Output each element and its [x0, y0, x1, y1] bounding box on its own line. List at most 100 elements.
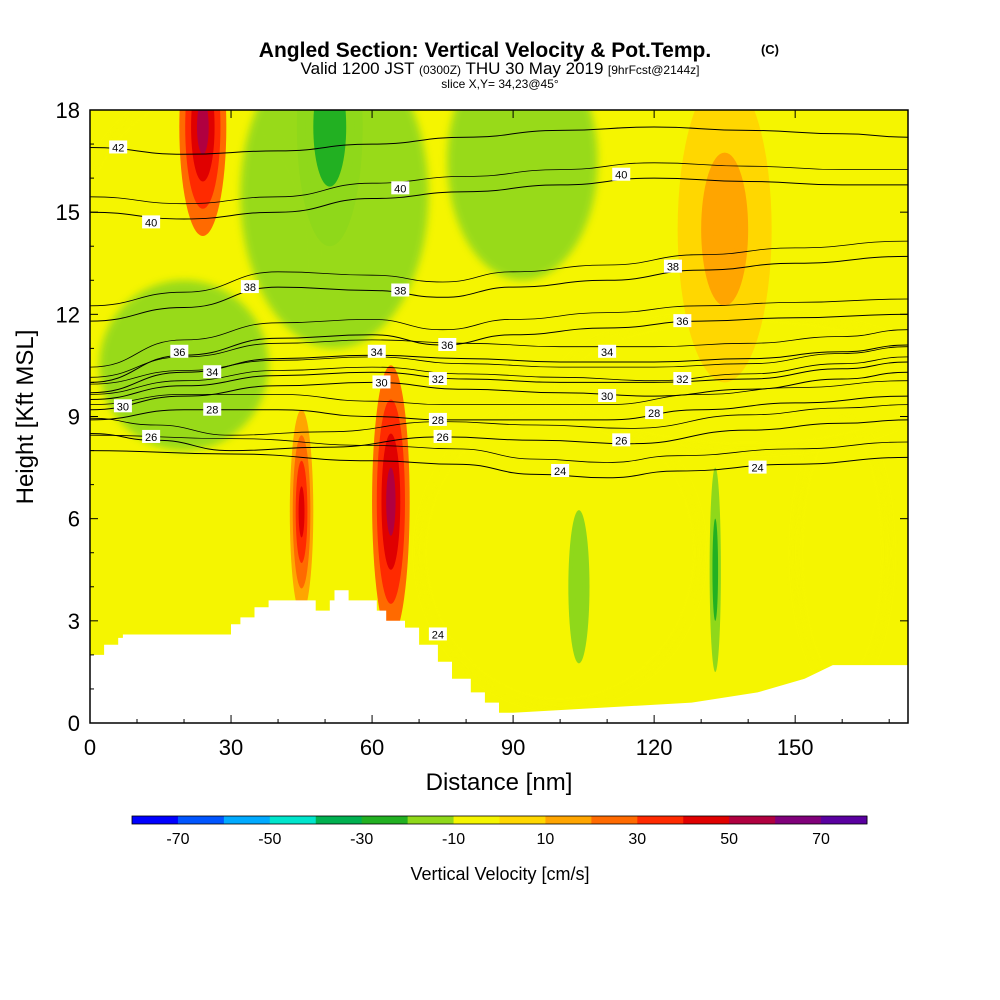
- theta-contour-label: 36: [673, 314, 692, 328]
- x-tick-label: 120: [636, 735, 673, 760]
- contour-label-text: 40: [145, 217, 157, 229]
- theta-contour-minor: [90, 240, 908, 307]
- contour-label-text: 38: [667, 262, 679, 274]
- contour-label-bg: [240, 280, 259, 294]
- contour-label-bg: [372, 375, 391, 389]
- plot-area: 24 24 24 26 26 26 28 28 28 30 30 30 32 32 34 34 34 36 36 36…: [90, 110, 908, 723]
- theta-contour-label: 26: [433, 429, 452, 444]
- theta-contour-minor: [90, 434, 908, 463]
- velocity-feature: [575, 561, 583, 613]
- colorbar-tick-label: -10: [442, 831, 465, 848]
- contour-label-text: 38: [394, 285, 406, 297]
- contour-label-bg: [428, 412, 447, 426]
- contour-label-bg: [391, 181, 410, 195]
- theta-contour-30: [90, 371, 908, 411]
- velocity-feature: [321, 110, 338, 157]
- theta-contour-label: 24: [428, 627, 447, 641]
- chart-title-mark: (C): [761, 42, 779, 57]
- x-axis-label: Distance [nm]: [426, 769, 573, 796]
- colorbar-tick-label: 70: [812, 831, 830, 848]
- theta-contour-label: 28: [203, 402, 222, 417]
- theta-contour-label: 34: [598, 344, 617, 359]
- colorbar: -70 -50 -30 -10 10 30 50 70: [131, 815, 868, 848]
- contour-label-text: 34: [601, 347, 613, 359]
- x-axis: 0 30 60 90 120 150: [84, 110, 890, 760]
- contour-label-text: 38: [244, 282, 256, 294]
- theta-contour-26: [90, 419, 908, 452]
- colorbar-frame: [131, 815, 868, 825]
- theta-contour-label: 24: [551, 463, 570, 478]
- contour-label-bg: [612, 433, 631, 447]
- contour-label-bg: [170, 344, 189, 358]
- theta-contour-label: 24: [748, 460, 767, 475]
- contour-label-bg: [428, 627, 447, 641]
- contour-label-bg: [663, 259, 682, 273]
- theta-contour-label: 38: [663, 259, 682, 274]
- theta-contour-minor: [90, 356, 908, 395]
- x-tick-label: 60: [360, 735, 384, 760]
- contour-label-bg: [367, 344, 386, 358]
- theta-contour-label: 30: [372, 375, 391, 389]
- colorbar-tick-label: -30: [350, 831, 373, 848]
- x-tick-label: 150: [777, 735, 814, 760]
- contour-label-text: 30: [375, 377, 387, 389]
- theta-contour-minor: [90, 329, 908, 378]
- contour-label-text: 26: [145, 432, 157, 444]
- theta-contour-label: 28: [428, 412, 447, 427]
- contour-label-text: 34: [206, 367, 218, 379]
- contour-label-bg: [673, 314, 692, 328]
- chart-slice-label: slice X,Y= 34,23@45°: [441, 77, 559, 91]
- theta-contour-minor: [90, 298, 908, 368]
- velocity-feature: [298, 486, 305, 538]
- contour-label-text: 32: [676, 374, 688, 386]
- contour-label-bg: [203, 365, 222, 379]
- y-tick-label: 3: [68, 609, 80, 634]
- contour-label-bg: [598, 389, 617, 403]
- y-tick-label: 15: [56, 200, 80, 225]
- theta-contour-40: [90, 177, 908, 220]
- velocity-fill-layer: [90, 110, 908, 706]
- contour-label-bg: [113, 399, 132, 413]
- y-axis-label: Height [Kft MSL]: [12, 330, 39, 505]
- contour-label-text: 40: [394, 183, 406, 195]
- contour-label-bg: [748, 460, 767, 474]
- contour-label-text: 32: [432, 374, 444, 386]
- theta-contour-42: [90, 126, 908, 155]
- colorbar-swatch: [499, 816, 546, 824]
- contour-label-text: 30: [117, 401, 129, 413]
- colorbar-swatch: [315, 816, 363, 824]
- contour-label-text: 34: [371, 347, 383, 359]
- y-tick-label: 18: [56, 98, 80, 123]
- theta-contour-label: 28: [645, 406, 664, 420]
- theta-contour-34: [90, 344, 908, 394]
- colorbar-swatch: [637, 816, 684, 824]
- theta-contour-labels: 24 24 24 26 26 26 28 28 28 30 30 30 32 32 34 34 34 36 36 36…: [109, 140, 767, 641]
- contour-label-bg: [109, 140, 128, 154]
- colorbar-swatch: [821, 816, 868, 824]
- contour-label-bg: [612, 167, 631, 181]
- colorbar-tick-label: 10: [537, 831, 555, 848]
- velocity-feature: [713, 544, 717, 596]
- subtitle-forecast: [9hrFcst@2144z]: [608, 63, 700, 77]
- theta-contour-label: 38: [391, 283, 410, 297]
- theta-contour-label: 36: [438, 337, 457, 352]
- theta-contour-label: 26: [612, 433, 631, 447]
- colorbar-swatch: [177, 816, 225, 824]
- theta-contour-label: 40: [612, 167, 631, 182]
- theta-contour-minor: [90, 380, 908, 406]
- contour-label-bg: [428, 372, 447, 386]
- colorbar-swatch: [407, 816, 455, 824]
- contour-label-text: 26: [436, 432, 448, 444]
- velocity-zone: [419, 399, 702, 706]
- contour-label-bg: [438, 337, 457, 351]
- contour-label-bg: [391, 283, 410, 297]
- theta-contour-32: [90, 361, 908, 400]
- contour-label-text: 28: [206, 405, 218, 417]
- contour-label-bg: [645, 406, 664, 420]
- x-tick-label: 0: [84, 735, 96, 760]
- x-tick-label: 30: [219, 735, 243, 760]
- theta-contour-label: 40: [391, 181, 410, 195]
- contour-label-text: 26: [615, 435, 627, 447]
